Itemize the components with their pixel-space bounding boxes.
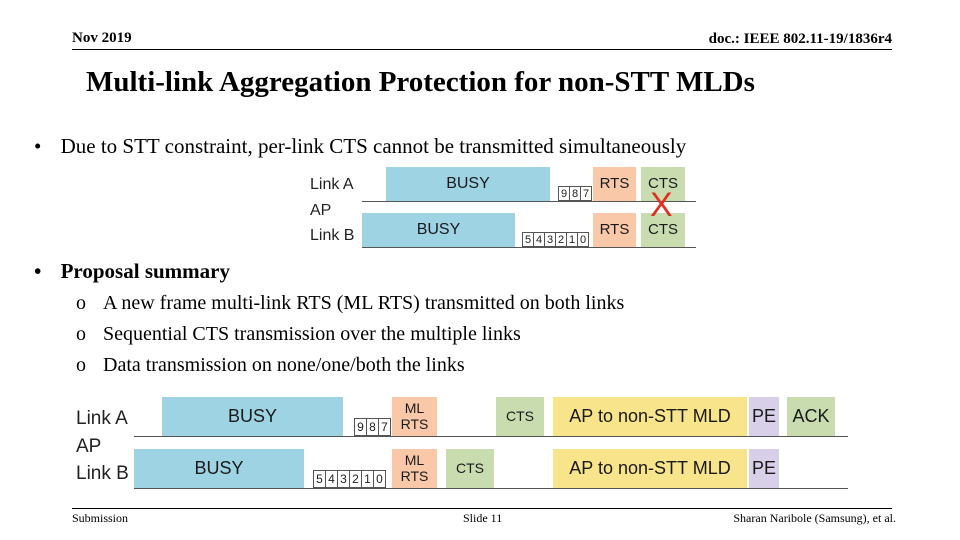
sub-bullet-marker: o: [76, 354, 86, 376]
footer-submission: Submission: [72, 511, 129, 525]
sub-bullet-2: o Sequential CTS transmission over the m…: [76, 323, 521, 346]
diagram2-backoff-a-cell: 7: [378, 418, 391, 436]
footer-slide-number: Slide 11: [463, 511, 503, 525]
diagram2-link-a-line: [134, 436, 848, 437]
diagram2-cts-a: CTS: [496, 397, 544, 436]
bullet-1: • Due to STT constraint, per-link CTS ca…: [34, 134, 686, 159]
diagram2-cts-b: CTS: [446, 449, 494, 488]
bullet-2: • Proposal summary: [34, 259, 230, 284]
cross-mark-icon: X: [650, 186, 673, 224]
header-date: Nov 2019: [72, 30, 132, 46]
footer-author: Sharan Naribole (Samsung), et al.: [733, 511, 896, 525]
diagram1-backoff-b-cell: 1: [566, 232, 578, 247]
sub-bullet-1-text: A new frame multi-link RTS (ML RTS) tran…: [103, 292, 625, 314]
diagram1-link-b-line: [362, 247, 696, 248]
diagram2-label-link-a: Link A: [76, 408, 128, 429]
diagram1-cts-a: CTS: [641, 167, 685, 201]
diagram1-busy-b: BUSY: [362, 213, 515, 247]
diagram1-rts-a: RTS: [593, 167, 636, 201]
header-doc-id: doc.: IEEE 802.11-19/1836r4: [708, 31, 892, 47]
sub-bullet-marker: o: [76, 292, 86, 314]
diagram2-pe-b: PE: [749, 449, 779, 488]
sub-bullet-3: o Data transmission on none/one/both the…: [76, 354, 465, 377]
diagram2-data-a: AP to non-STT MLD: [553, 397, 747, 436]
diagram2-ack-a: ACK: [787, 397, 835, 436]
diagram2-link-b-line: [134, 488, 848, 489]
diagram1-backoff-a-cell: 9: [558, 186, 570, 201]
bullet-1-text: Due to STT constraint, per-link CTS cann…: [60, 134, 687, 158]
diagram1-label-link-a: Link A: [310, 176, 354, 193]
sub-bullet-3-text: Data transmission on none/one/both the l…: [103, 354, 465, 376]
diagram2-label-link-b: Link B: [76, 463, 129, 484]
diagram2-busy-a: BUSY: [162, 397, 343, 436]
diagram1-rts-b: RTS: [593, 213, 636, 247]
diagram1-backoff-a-cell: 7: [580, 186, 592, 201]
footer-rule: [72, 508, 892, 509]
diagram2-data-b: AP to non-STT MLD: [553, 449, 747, 488]
diagram2-backoff-b-cell: 0: [373, 470, 386, 488]
diagram2-pe-a: PE: [749, 397, 779, 436]
sub-bullet-marker: o: [76, 323, 86, 345]
diagram1-link-a-line: [362, 201, 696, 202]
diagram2-backoff-b-cell: 2: [349, 470, 362, 488]
diagram1-label-link-b: Link B: [310, 227, 355, 244]
diagram2-ml-rts-a: ML RTS: [392, 397, 437, 436]
diagram2-label-ap: AP: [76, 436, 102, 457]
diagram2-ml-rts-b: ML RTS: [392, 449, 437, 488]
diagram1-cts-b: CTS: [641, 213, 685, 247]
diagram1-label-ap: AP: [310, 202, 332, 219]
diagram1-backoff-b-cell: 0: [577, 232, 589, 247]
diagram2-backoff-b-cell: 5: [313, 470, 326, 488]
bullet-2-text: Proposal summary: [60, 259, 230, 283]
header-rule: [72, 49, 892, 50]
page-title: Multi-link Aggregation Protection for no…: [86, 66, 755, 98]
sub-bullet-1: o A new frame multi-link RTS (ML RTS) tr…: [76, 292, 624, 315]
bullet-marker: •: [34, 259, 42, 283]
diagram2-busy-b: BUSY: [134, 449, 304, 488]
bullet-marker: •: [34, 134, 42, 158]
diagram1-busy-a: BUSY: [386, 167, 550, 201]
sub-bullet-2-text: Sequential CTS transmission over the mul…: [103, 323, 521, 345]
